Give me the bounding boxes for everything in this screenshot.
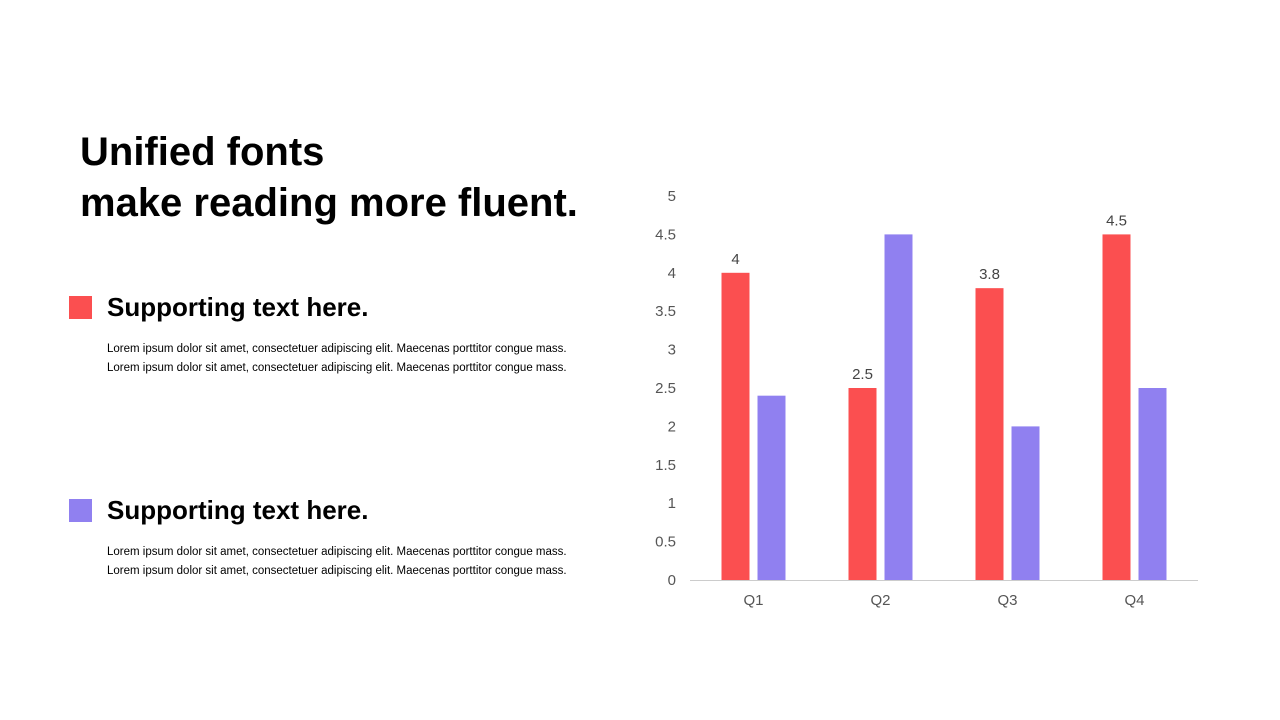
body-paragraph: Lorem ipsum dolor sit amet, consectetuer… — [107, 564, 567, 577]
x-tick-label: Q4 — [1124, 592, 1144, 609]
bar-q1-series-2 — [757, 395, 786, 580]
section-heading: Supporting text here. — [107, 292, 369, 322]
title-line-1: Unified fonts — [80, 130, 325, 174]
x-tick-label: Q1 — [743, 592, 763, 609]
title-line-2: make reading more fluent. — [80, 181, 578, 225]
y-tick-label: 4.5 — [655, 226, 676, 243]
data-label: 4 — [731, 251, 739, 268]
y-tick-label: 4 — [668, 265, 676, 282]
bar-q2-series-2 — [884, 234, 913, 580]
data-label: 3.8 — [979, 266, 1000, 283]
y-tick-label: 2.5 — [655, 380, 676, 397]
bar-chart: 0 0.5 1 1.5 2 2.5 3 3.5 4 4.5 5 4 Q1 2.5 Q2 3.8 Q3 4.5 Q4 — [655, 188, 1198, 609]
y-tick-label: 5 — [668, 188, 676, 205]
bar-q4-series-1 — [1102, 234, 1131, 580]
bar-q3-series-2 — [1011, 426, 1040, 580]
bar-q1-series-1 — [721, 272, 750, 580]
red-square-icon — [69, 296, 92, 319]
data-label: 2.5 — [852, 366, 873, 383]
section-heading: Supporting text here. — [107, 495, 369, 525]
y-tick-label: 1 — [668, 495, 676, 512]
purple-square-icon — [69, 499, 92, 522]
y-tick-label: 0.5 — [655, 534, 676, 551]
slide-title: Unified fonts make reading more fluent. — [80, 127, 578, 229]
y-tick-label: 0 — [668, 572, 676, 589]
data-label: 4.5 — [1106, 212, 1127, 229]
y-tick-label: 1.5 — [655, 457, 676, 474]
bar-q3-series-1 — [975, 288, 1004, 580]
x-tick-label: Q2 — [870, 592, 890, 609]
body-paragraph: Lorem ipsum dolor sit amet, consectetuer… — [107, 343, 567, 355]
x-tick-label: Q3 — [997, 592, 1017, 609]
section-body: Lorem ipsum dolor sit amet, consectetuer… — [107, 340, 567, 377]
body-paragraph: Lorem ipsum dolor sit amet, consectetuer… — [107, 546, 567, 558]
y-tick-label: 3 — [668, 342, 676, 359]
bar-q2-series-1 — [848, 388, 877, 580]
body-paragraph: Lorem ipsum dolor sit amet, consectetuer… — [107, 361, 567, 374]
y-tick-label: 3.5 — [655, 303, 676, 320]
y-tick-label: 2 — [668, 418, 676, 435]
bar-q4-series-2 — [1138, 388, 1167, 580]
section-body: Lorem ipsum dolor sit amet, consectetuer… — [107, 543, 567, 580]
